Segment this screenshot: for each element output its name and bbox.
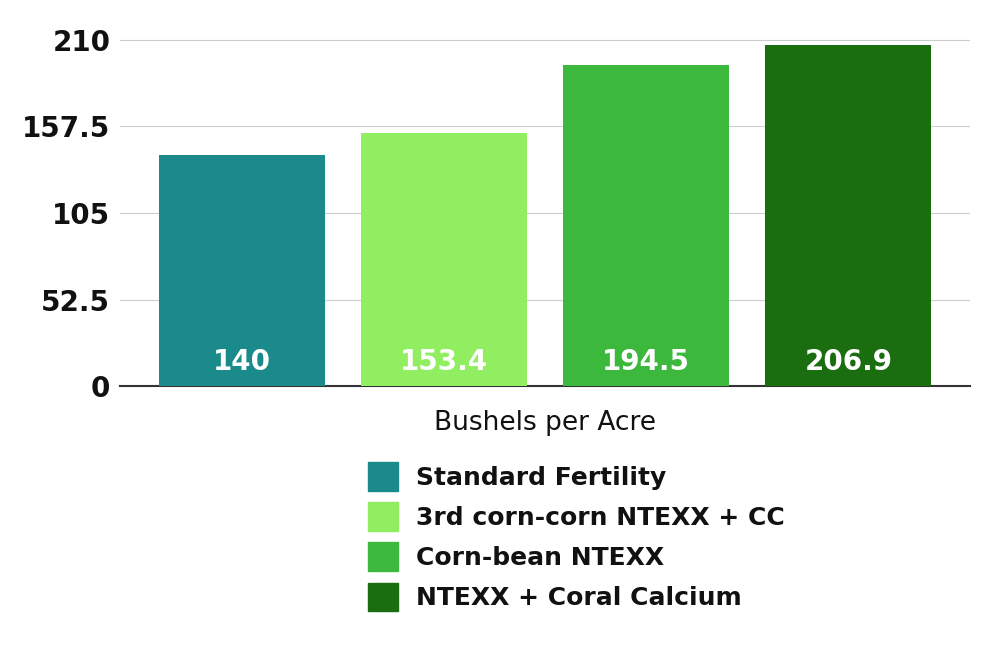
- Text: 140: 140: [213, 348, 271, 376]
- Legend: Standard Fertility, 3rd corn-corn NTEXX + CC, Corn-bean NTEXX, NTEXX + Coral Cal: Standard Fertility, 3rd corn-corn NTEXX …: [358, 452, 794, 621]
- X-axis label: Bushels per Acre: Bushels per Acre: [434, 410, 656, 436]
- Bar: [159, 155, 325, 386]
- Text: 206.9: 206.9: [804, 348, 892, 376]
- Text: 194.5: 194.5: [602, 348, 690, 376]
- Bar: [361, 133, 527, 386]
- Bar: [563, 65, 729, 386]
- Text: 153.4: 153.4: [400, 348, 488, 376]
- Bar: [765, 45, 931, 386]
